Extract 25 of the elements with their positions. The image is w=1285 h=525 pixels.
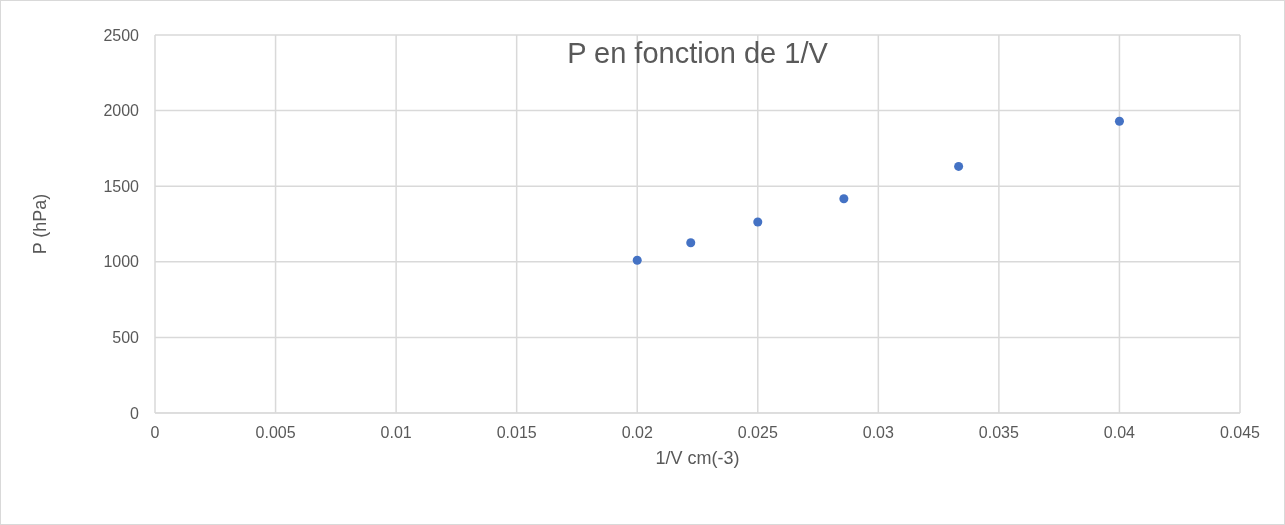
x-tick-label: 0.01 <box>380 424 412 442</box>
x-tick-label: 0.015 <box>496 424 537 442</box>
x-tick-label: 0.03 <box>862 424 895 442</box>
y-tick-label: 1000 <box>103 253 140 271</box>
y-tick-label: 2000 <box>103 102 140 120</box>
x-tick-label: 0.04 <box>1103 424 1136 442</box>
y-tick-label: 0 <box>130 404 140 422</box>
x-tick-label: 0.035 <box>978 424 1020 442</box>
x-tick-label: 0.045 <box>1219 424 1261 442</box>
x-tick-label: 0.005 <box>255 424 296 442</box>
point <box>753 217 763 227</box>
x-tick-label: 0 <box>150 424 160 442</box>
point <box>839 194 849 204</box>
x-tick-label: 0.025 <box>737 424 778 442</box>
point <box>954 161 964 171</box>
point <box>632 255 642 265</box>
y-tick-label: 2500 <box>103 26 140 44</box>
x-axis-title: 1/V cm(-3) <box>654 448 741 469</box>
y-axis-title: P (hPa) <box>29 193 51 255</box>
y-tick-label: 1500 <box>103 177 140 195</box>
point <box>686 238 696 248</box>
chart-title: P en fonction de 1/V <box>566 37 829 70</box>
x-tick-label: 0.02 <box>621 424 653 442</box>
y-tick-label: 500 <box>112 329 140 347</box>
point <box>1114 116 1124 126</box>
